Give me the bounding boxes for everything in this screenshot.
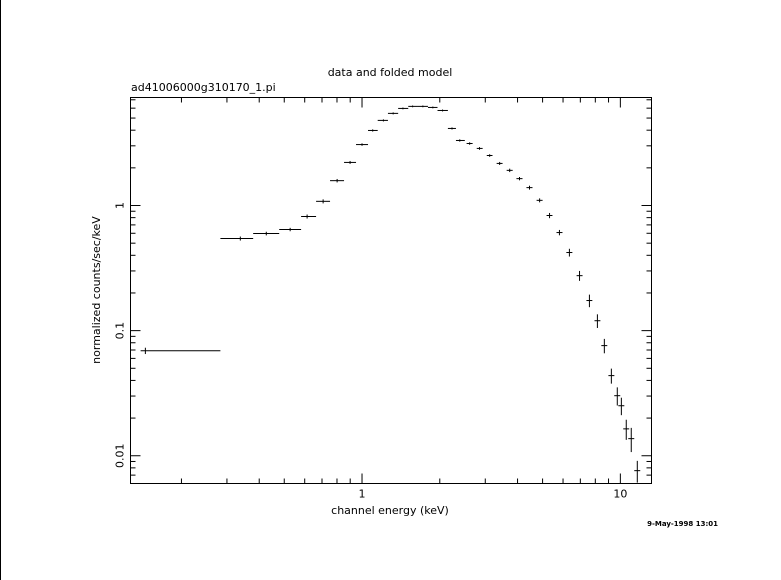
x-tick-label: 1: [359, 488, 366, 501]
x-tick-label: 10: [613, 488, 627, 501]
y-tick-label: 1: [114, 202, 127, 209]
y-tick-label: 0.1: [114, 322, 127, 340]
y-tick-label: 0.01: [114, 443, 127, 468]
chart-title: data and folded model: [328, 66, 453, 79]
y-axis-label: normalized counts/sec/keV: [90, 216, 103, 364]
x-axis-label: channel energy (keV): [331, 504, 449, 517]
timestamp: 9-May-1998 13:01: [647, 520, 718, 528]
plot-frame: [130, 97, 652, 484]
chart-subtitle: ad41006000g310170_1.pi: [131, 81, 276, 94]
